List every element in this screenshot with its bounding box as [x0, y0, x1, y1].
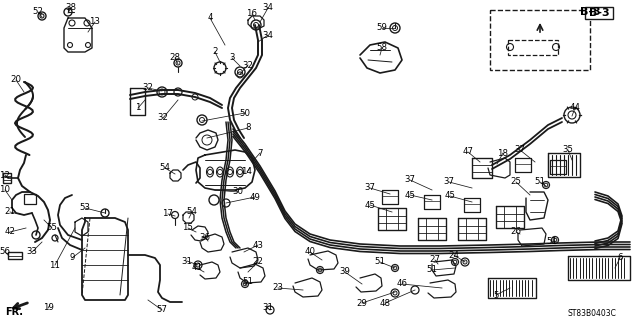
Text: 1: 1 [135, 103, 141, 113]
Text: B-3: B-3 [580, 7, 600, 17]
Text: 18: 18 [497, 149, 509, 158]
Text: 12: 12 [0, 170, 10, 180]
Text: 37: 37 [515, 145, 525, 154]
Text: 24: 24 [449, 250, 460, 259]
Text: 7: 7 [257, 149, 263, 158]
Text: 47: 47 [463, 147, 474, 157]
Text: 35: 35 [563, 145, 573, 154]
Text: 22: 22 [253, 257, 264, 266]
Text: 16: 16 [246, 10, 257, 19]
Text: 37: 37 [404, 175, 415, 184]
Text: 59: 59 [376, 24, 387, 33]
Text: 17: 17 [163, 210, 173, 219]
Text: 57: 57 [157, 306, 168, 315]
Text: 32: 32 [243, 61, 253, 70]
Bar [490, 10, 590, 70]
Text: FR.: FR. [5, 307, 23, 317]
Text: 3: 3 [229, 54, 235, 63]
Text: 29: 29 [356, 299, 367, 308]
Text: 51: 51 [547, 238, 557, 247]
Text: 30: 30 [232, 188, 243, 197]
Text: 8: 8 [245, 123, 251, 132]
Text: 51: 51 [534, 177, 545, 187]
Text: 45: 45 [365, 201, 376, 210]
Text: 2: 2 [212, 48, 218, 56]
Text: 51: 51 [243, 278, 253, 286]
Text: 31: 31 [262, 303, 273, 313]
Text: 5: 5 [493, 291, 499, 300]
Text: 36: 36 [200, 233, 211, 241]
Text: 53: 53 [79, 204, 90, 212]
Text: 55: 55 [47, 224, 58, 233]
FancyBboxPatch shape [585, 7, 613, 19]
Text: 38: 38 [65, 4, 77, 12]
Text: 25: 25 [511, 177, 522, 187]
Text: 19: 19 [43, 303, 53, 313]
Text: 20: 20 [10, 76, 22, 85]
Text: 45: 45 [445, 191, 456, 201]
Text: 46: 46 [397, 279, 408, 288]
Text: 54: 54 [186, 207, 198, 217]
Text: 45: 45 [404, 190, 415, 199]
Text: 41: 41 [191, 263, 202, 272]
Text: 34: 34 [262, 4, 273, 12]
Text: 33: 33 [26, 248, 38, 256]
Text: 10: 10 [0, 186, 10, 195]
Text: 51: 51 [426, 265, 438, 275]
Text: 6: 6 [617, 254, 623, 263]
Text: 26: 26 [511, 227, 522, 236]
Text: 56: 56 [0, 248, 10, 256]
Text: 52: 52 [33, 8, 44, 17]
Text: 11: 11 [49, 261, 61, 270]
Text: 27: 27 [429, 256, 440, 264]
Bar [508, 40, 558, 55]
Text: 48: 48 [380, 299, 390, 308]
Text: 49: 49 [250, 192, 260, 202]
Text: 23: 23 [273, 284, 284, 293]
Text: 50: 50 [239, 108, 250, 117]
Bar [3, 173, 11, 183]
Text: 42: 42 [4, 227, 15, 236]
Text: 31: 31 [182, 256, 193, 265]
Text: B-3: B-3 [589, 8, 609, 18]
Text: 58: 58 [376, 43, 387, 53]
Text: 39: 39 [340, 268, 351, 277]
Text: 13: 13 [90, 18, 100, 26]
Text: 43: 43 [253, 241, 264, 249]
Text: 14: 14 [241, 167, 253, 176]
Text: 21: 21 [4, 207, 15, 217]
Text: 40: 40 [305, 248, 316, 256]
Text: ST83B0403C: ST83B0403C [567, 308, 616, 317]
Text: 34: 34 [262, 31, 273, 40]
Text: 32: 32 [157, 114, 168, 122]
Text: 37: 37 [365, 183, 376, 192]
Bar [24, 194, 36, 204]
Text: 28: 28 [170, 54, 180, 63]
Text: 37: 37 [444, 177, 454, 187]
Text: 4: 4 [207, 13, 212, 23]
Text: 44: 44 [570, 103, 580, 113]
Text: 51: 51 [374, 257, 385, 266]
Text: 9: 9 [69, 254, 75, 263]
Text: 32: 32 [143, 84, 154, 93]
Text: 15: 15 [182, 224, 193, 233]
Text: 54: 54 [159, 164, 170, 173]
Bar [8, 252, 22, 259]
